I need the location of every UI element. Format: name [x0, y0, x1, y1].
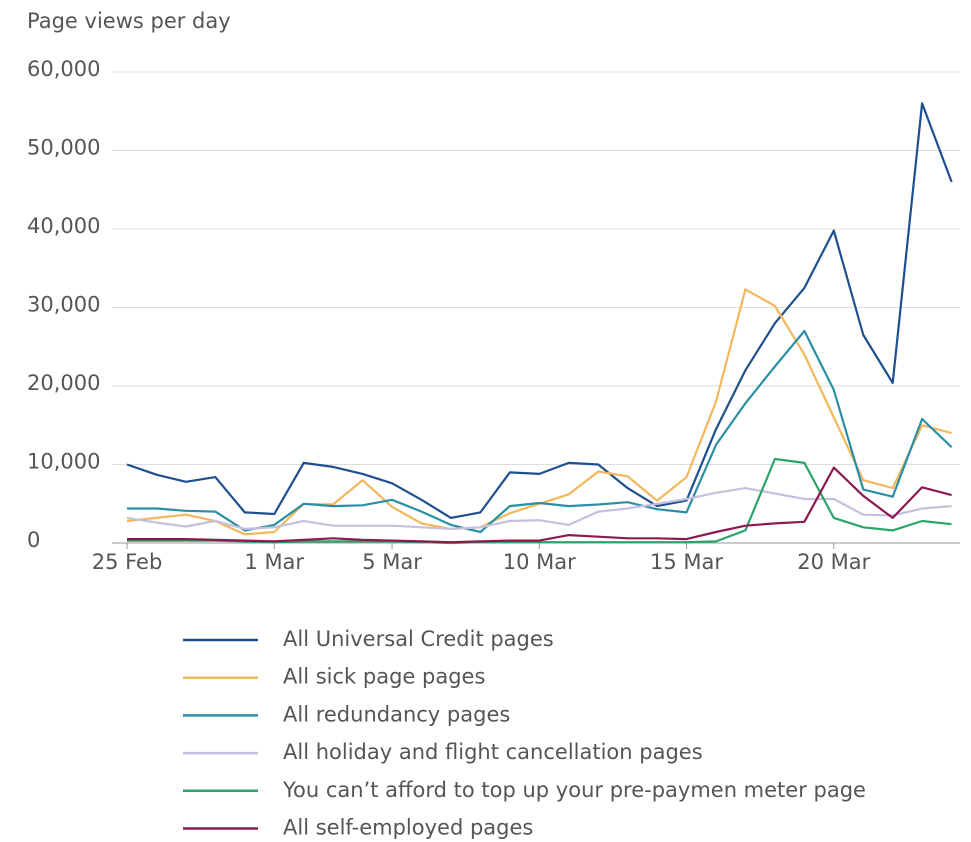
x-tick-label: 1 Mar — [244, 550, 304, 574]
y-tick-label: 20,000 — [27, 371, 100, 395]
y-tick-label: 10,000 — [27, 450, 100, 474]
legend-label: All redundancy pages — [283, 702, 510, 726]
series-line — [126, 487, 952, 530]
chart-title: Page views per day — [27, 9, 231, 33]
x-tick-label: 20 Mar — [797, 550, 870, 574]
x-tick-label: 25 Feb — [92, 550, 163, 574]
x-tick-label: 5 Mar — [362, 550, 422, 574]
legend-label: All self-employed pages — [283, 816, 533, 840]
series-line — [127, 466, 952, 544]
x-tick-label: 15 Mar — [650, 550, 723, 574]
y-tick-label: 0 — [27, 528, 40, 552]
series-line — [126, 102, 953, 519]
legend-label: All holiday and flight cancellation page… — [283, 740, 703, 764]
y-tick-label: 60,000 — [27, 57, 100, 81]
legend-label: All Universal Credit pages — [283, 627, 554, 651]
y-tick-label: 40,000 — [27, 214, 100, 238]
y-tick-label: 50,000 — [27, 136, 100, 160]
series-line — [127, 329, 953, 534]
series-line — [126, 288, 952, 536]
legend-label: All sick page pages — [283, 665, 485, 689]
y-tick-label: 30,000 — [27, 293, 100, 317]
x-tick-label: 10 Mar — [503, 550, 576, 574]
legend-label: You can’t afford to top up your pre-paym… — [282, 778, 866, 802]
